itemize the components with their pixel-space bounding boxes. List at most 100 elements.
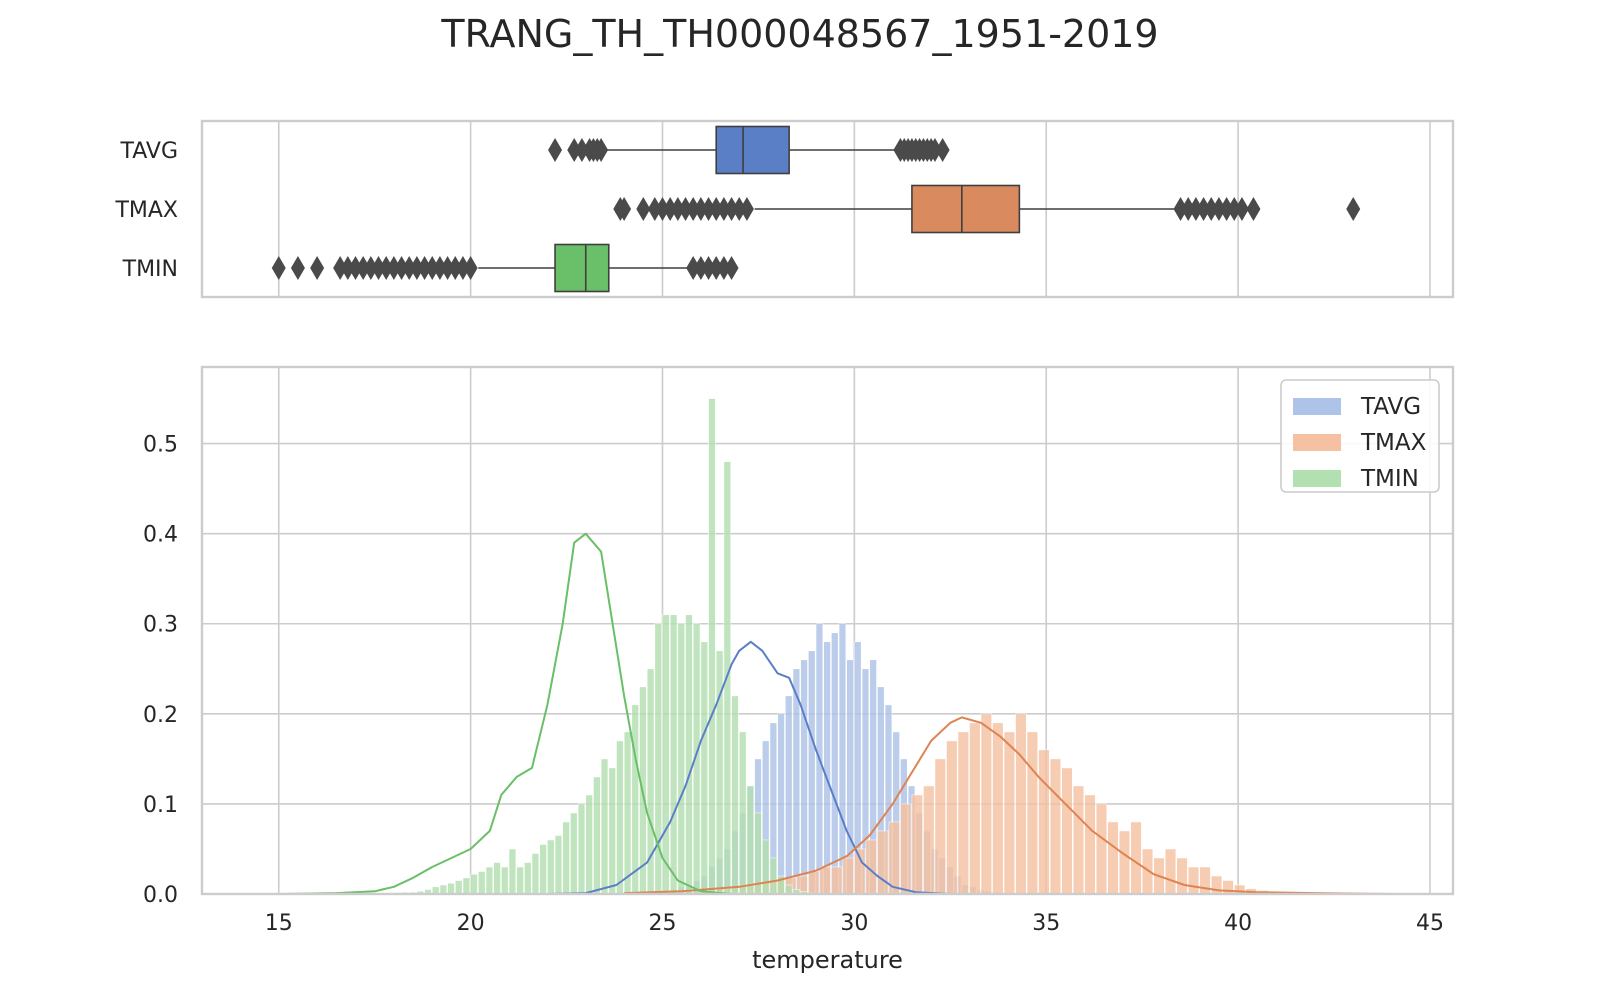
hist-bar (547, 839, 555, 895)
boxplot-outlier (678, 197, 693, 221)
hist-bar (462, 877, 471, 895)
boxplot-outlier (724, 197, 739, 221)
hist-bar (577, 803, 586, 895)
hist-bar (623, 731, 632, 895)
boxplot-outlier (1211, 197, 1226, 221)
hist-bar (1176, 857, 1188, 895)
boxplot-outlier (1173, 197, 1188, 221)
hist-bar (1130, 821, 1142, 895)
y-tick-label: 0.4 (143, 523, 178, 548)
boxplot-tavg: TAVG (120, 125, 950, 175)
hist-bar (831, 632, 839, 895)
hist-bar (769, 857, 778, 895)
hist-bar (992, 722, 1004, 895)
hist-bar (731, 695, 739, 895)
boxplot-outlier (1204, 197, 1219, 221)
x-tick-label: 15 (265, 911, 293, 936)
y-tick-label: 0.2 (143, 703, 178, 728)
boxplot-outlier (448, 256, 463, 280)
hist-bar (969, 722, 981, 895)
boxplot-outlier (548, 138, 563, 162)
boxplot-outlier (636, 197, 651, 221)
kde-line-tmin (278, 532, 732, 895)
hist-bars (278, 398, 1315, 895)
legend-swatch (1293, 470, 1341, 487)
hist-bar (439, 884, 448, 895)
boxplot-outlier (716, 197, 731, 221)
boxplot-outlier (1219, 197, 1234, 221)
y-tick-label: 0.5 (143, 433, 178, 458)
hist-bar (800, 659, 808, 895)
hist-bar (980, 713, 993, 895)
hist-bar (1084, 794, 1096, 895)
boxplot-outlier (455, 256, 470, 280)
hist-bar (923, 785, 935, 895)
hist-bar (1164, 848, 1177, 895)
x-tick-label: 45 (1416, 911, 1444, 936)
boxplot-outlier (379, 256, 394, 280)
boxplot-outlier (386, 256, 401, 280)
hist-bar (784, 884, 793, 895)
hist-bar (761, 839, 770, 895)
hist-bar (524, 862, 532, 895)
boxplot-box (715, 125, 790, 175)
hist-bar (877, 830, 889, 895)
x-axis-label: temperature (752, 946, 903, 974)
boxplot-frame (200, 119, 1455, 299)
boxplot-outlier (927, 138, 942, 162)
boxplot-outlier (655, 197, 670, 221)
hist-bar (738, 731, 747, 895)
hist-bar (447, 882, 455, 895)
hist-bar (593, 776, 601, 895)
hist-bar (946, 740, 958, 895)
hist-bar (842, 857, 854, 895)
hist-bar (708, 398, 716, 895)
hist-bar (554, 835, 563, 895)
hist-bar (823, 641, 831, 895)
boxplot-outlier (594, 138, 609, 162)
hist-bar (662, 614, 670, 895)
hist-bar (1038, 749, 1050, 895)
boxplot-box (554, 243, 610, 293)
hist-bar (631, 704, 639, 895)
boxplot-outlier (1227, 197, 1242, 221)
hist-bar (934, 758, 946, 895)
hist-bar (1026, 731, 1039, 895)
boxplot-outlier (739, 197, 754, 221)
boxplot-outlier (567, 138, 582, 162)
boxplot-outlier (371, 256, 386, 280)
y-tick-label: 0.3 (143, 613, 178, 638)
boxplot-outlier (425, 256, 440, 280)
x-tick-label: 25 (648, 911, 676, 936)
hist-bar (700, 641, 709, 895)
boxplot-outlier (701, 197, 716, 221)
boxplot-outlier (290, 256, 305, 280)
x-tick-label: 40 (1224, 911, 1252, 936)
hist-bar (1061, 767, 1073, 895)
hist-bar (746, 785, 755, 895)
hist-bar (477, 871, 486, 895)
boxplot-box (911, 184, 1021, 234)
boxplot-outlier (686, 197, 701, 221)
boxplot-outlier (356, 256, 371, 280)
x-tick-label: 20 (457, 911, 485, 936)
boxplot-outlier (432, 256, 447, 280)
hist-bar (539, 844, 547, 895)
histogram-panel: 15 20 25 30 35 40 45 0.0 0.1 0.2 0.3 0.4 0.5 temperat… (143, 365, 1455, 974)
boxplot-tmax: TMAX (114, 184, 1361, 234)
hist-bar (454, 880, 463, 895)
hist-bar (485, 866, 494, 895)
hist-bar (608, 767, 616, 895)
chart-title: TRANG_TH_TH000048567_1951-2019 (441, 12, 1159, 56)
hist-bar (957, 731, 969, 895)
boxplot-outlier (271, 256, 286, 280)
boxplot-outlier (647, 197, 662, 221)
boxplot-outlier (440, 256, 455, 280)
boxplot-outlier (363, 256, 378, 280)
kde-line-tavg (547, 640, 951, 895)
x-tick-label: 30 (840, 911, 868, 936)
boxplot-outlier (732, 197, 747, 221)
boxplot-outlier (402, 256, 417, 280)
hist-bar (1199, 866, 1211, 895)
